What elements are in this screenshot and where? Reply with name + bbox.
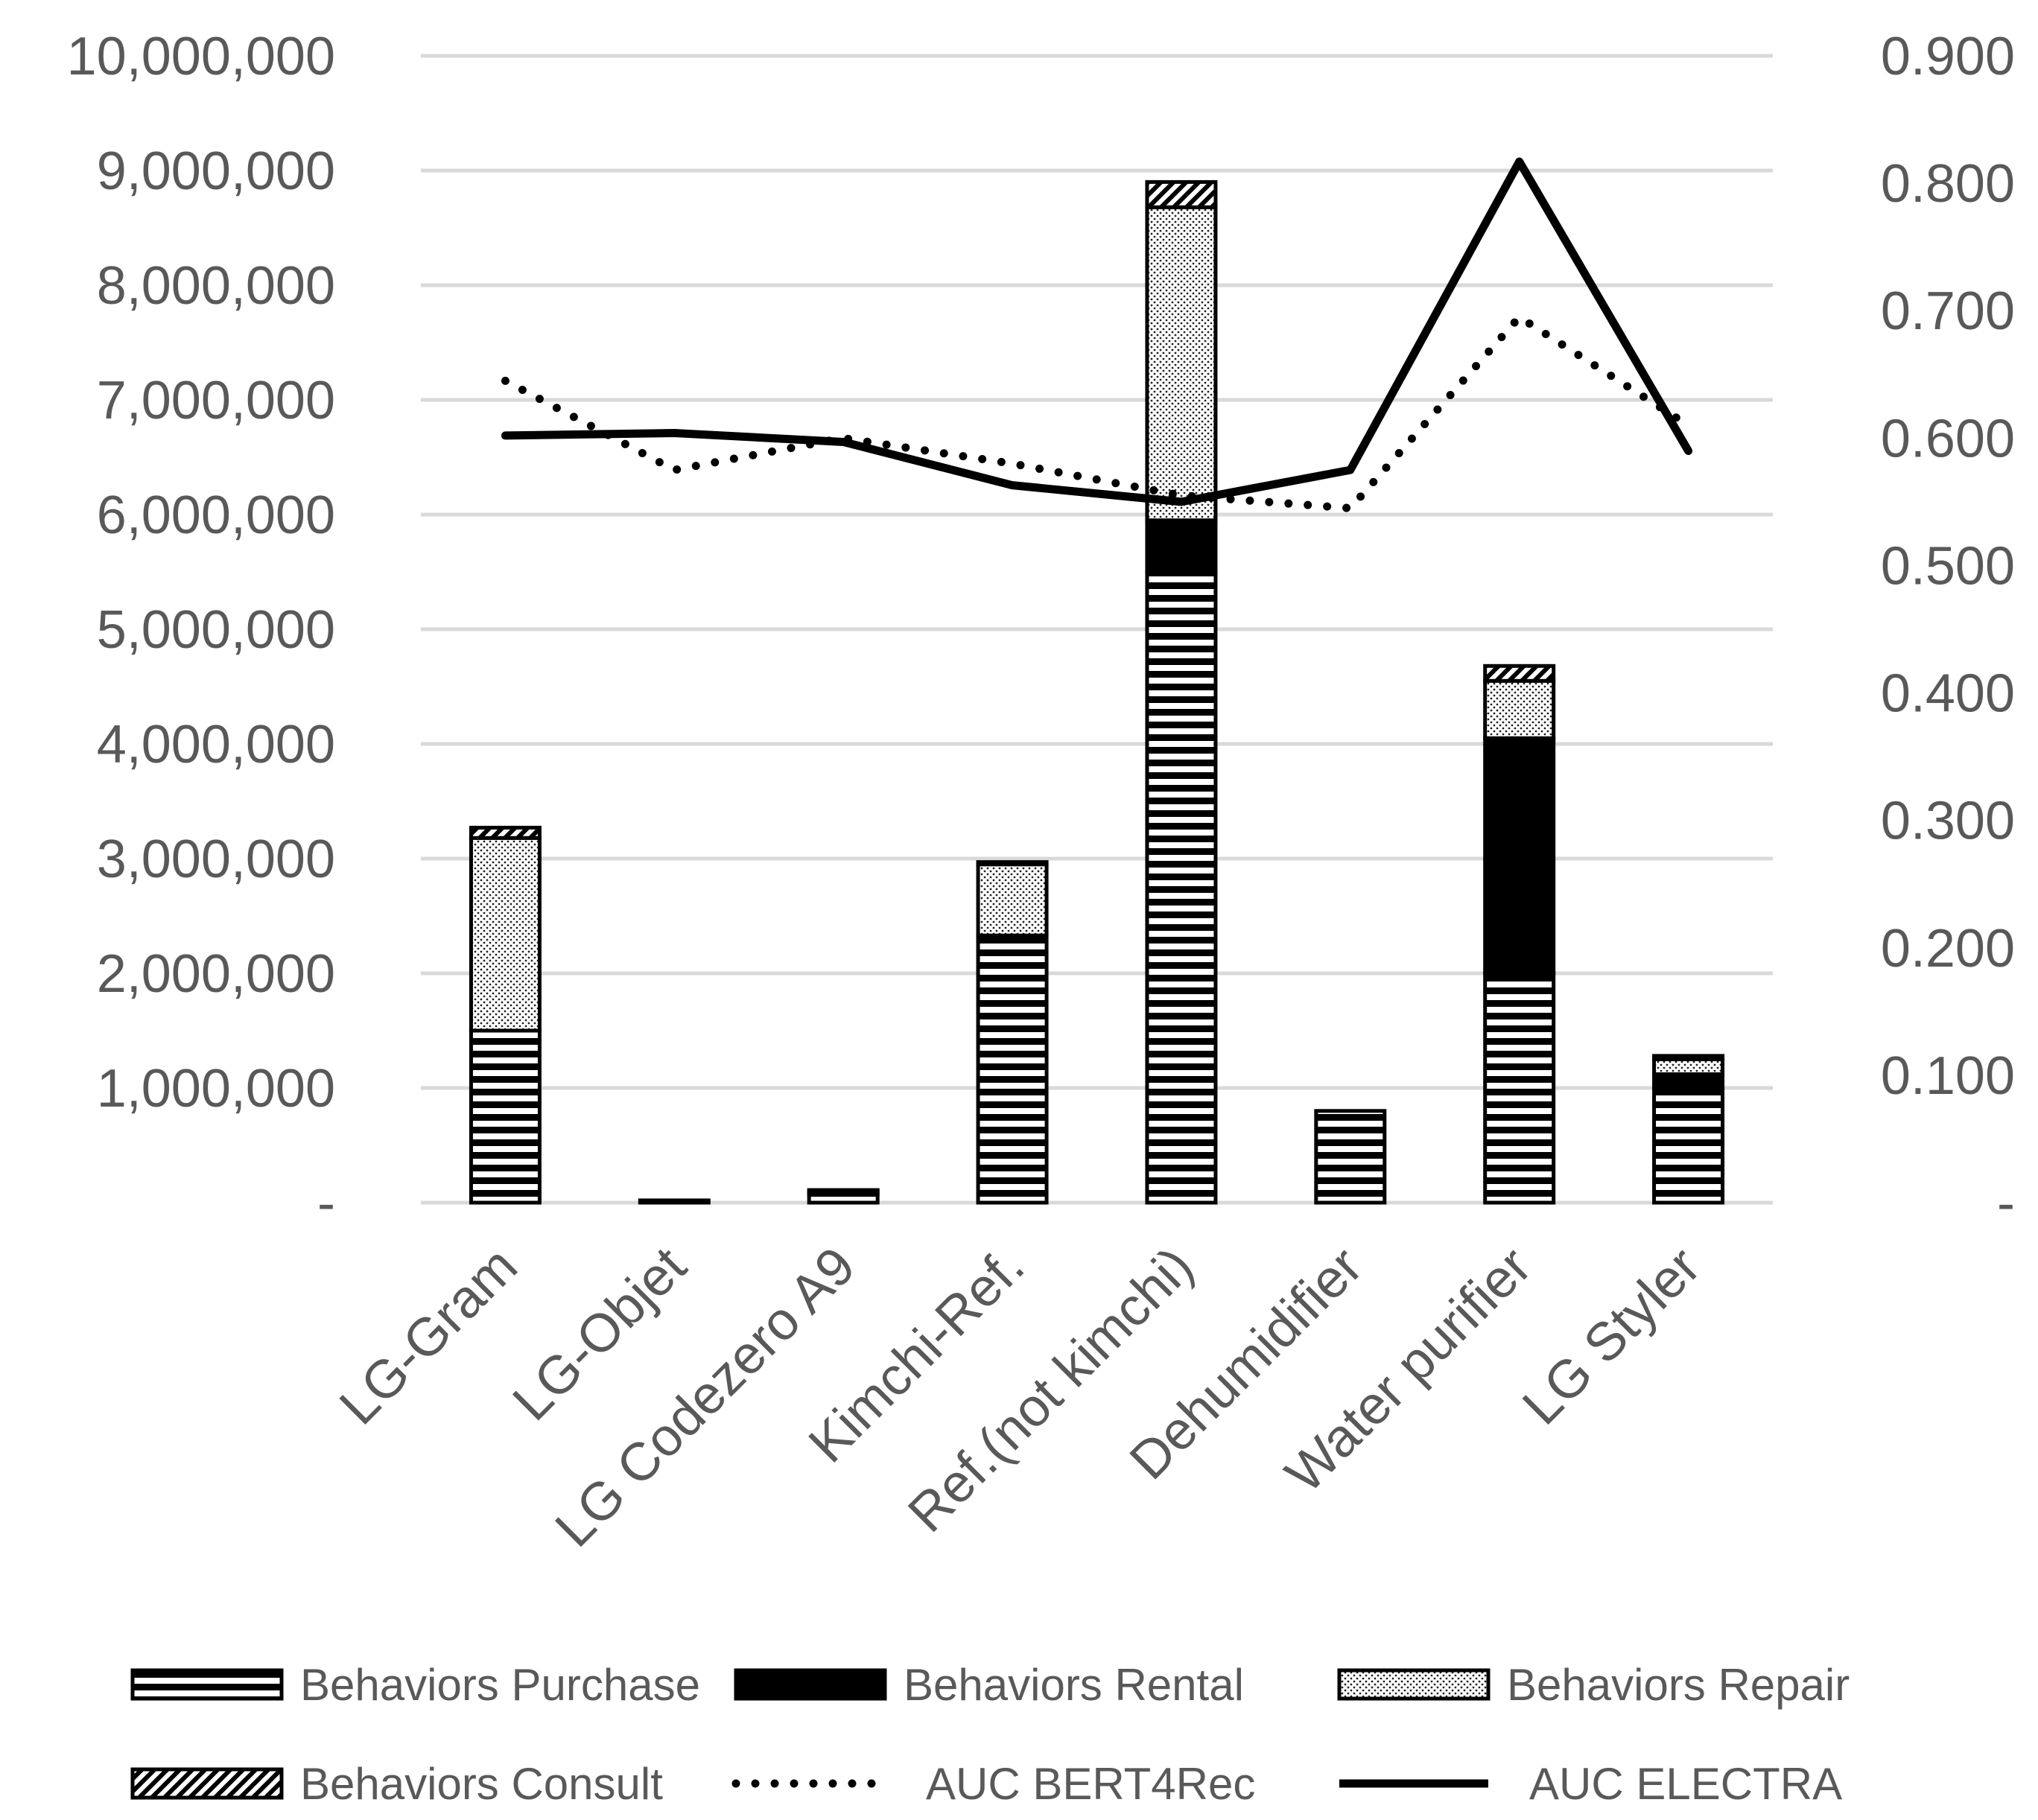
left-tick-label: 3,000,000: [97, 830, 335, 889]
left-tick-label: 4,000,000: [97, 715, 335, 774]
right-tick-label: 0.200: [1881, 919, 2015, 979]
legend-swatch-behaviors-purchase: [130, 1668, 284, 1701]
bar-behaviors-repair: [469, 836, 542, 1033]
category-label: LG-Gram: [328, 1236, 529, 1436]
legend-swatch-behaviors-consult: [130, 1767, 284, 1800]
left-tick-label: 2,000,000: [97, 944, 335, 1004]
bar-behaviors-purchase: [1483, 971, 1556, 1205]
line-auc-bert4rec: [501, 313, 1693, 512]
left-tick-label: 9,000,000: [97, 141, 335, 201]
right-tick-label: 0.900: [1881, 27, 2015, 86]
bar-behaviors-repair: [1652, 1057, 1725, 1077]
bar-behaviors-rental: [1652, 1072, 1725, 1090]
bar-behaviors-purchase: [638, 1198, 711, 1205]
legend-label-behaviors-rental: Behaviors Rental: [904, 1660, 1244, 1710]
right-tick-label: 0.600: [1881, 409, 2015, 468]
left-tick-label: 1,000,000: [97, 1059, 335, 1119]
legend-swatch-behaviors-repair: [1337, 1668, 1491, 1701]
legend-label-behaviors-purchase: Behaviors Purchase: [300, 1660, 700, 1710]
gridlines: [421, 54, 1773, 1205]
category-label: Ref.(not kimchi): [897, 1236, 1204, 1544]
category-label: LG Codezero A9: [545, 1236, 867, 1559]
legend-label-behaviors-consult: Behaviors Consult: [300, 1759, 663, 1809]
bar-behaviors-purchase: [1145, 570, 1218, 1205]
left-axis-ticks: - 1,000,000 2,000,000 3,000,000 4,000,000 5,0…: [67, 27, 335, 1233]
right-tick-label: 0.100: [1881, 1046, 2015, 1106]
legend-label-auc-bert4rec: AUC BERT4Rec: [926, 1759, 1255, 1809]
left-tick-label: 10,000,000: [67, 27, 335, 86]
bar-behaviors-repair: [1145, 205, 1218, 523]
legend-swatch-behaviors-rental: [734, 1668, 887, 1701]
bar-behaviors-rental: [1483, 736, 1556, 976]
left-tick-label: -: [317, 1174, 335, 1233]
legend-label-auc-electra: AUC ELECTRA: [1529, 1759, 1842, 1809]
bar-behaviors-consult: [807, 1188, 880, 1194]
bar-behaviors-consult: [1652, 1054, 1725, 1062]
bar-behaviors-purchase: [469, 1028, 542, 1205]
right-tick-label: 0.700: [1881, 281, 2015, 341]
category-label: LG Styler: [1511, 1236, 1712, 1436]
legend-label-behaviors-repair: Behaviors Repair: [1507, 1660, 1850, 1710]
bar-behaviors-consult: [1145, 179, 1218, 209]
right-tick-label: -: [1997, 1174, 2015, 1233]
right-tick-label: 0.300: [1881, 792, 2015, 851]
left-tick-label: 5,000,000: [97, 600, 335, 660]
bar-behaviors-consult: [469, 825, 542, 840]
left-tick-label: 8,000,000: [97, 256, 335, 316]
legend: Behaviors Purchase Behaviors Rental Behavi…: [130, 1660, 1850, 1809]
left-tick-label: 6,000,000: [97, 486, 335, 545]
bar-behaviors-consult: [976, 860, 1049, 867]
right-tick-label: 0.400: [1881, 664, 2015, 724]
right-axis-ticks: - 0.100 0.200 0.300 0.400 0.500 0.600 0.700 0.80…: [1881, 27, 2015, 1233]
bar-behaviors-repair: [976, 862, 1049, 938]
right-tick-label: 0.500: [1881, 536, 2015, 596]
bar-behaviors-rental: [1145, 518, 1218, 574]
line-series: [501, 157, 1693, 512]
bar-behaviors-repair: [1483, 678, 1556, 740]
line-auc-electra: [501, 157, 1693, 506]
bar-behaviors-purchase: [976, 933, 1049, 1205]
bar-series: [469, 179, 1725, 1205]
bar-behaviors-consult: [1483, 664, 1556, 683]
bar-behaviors-purchase: [1652, 1086, 1725, 1205]
right-tick-label: 0.800: [1881, 154, 2015, 214]
bar-behaviors-purchase: [1314, 1109, 1387, 1205]
left-tick-label: 7,000,000: [97, 371, 335, 430]
